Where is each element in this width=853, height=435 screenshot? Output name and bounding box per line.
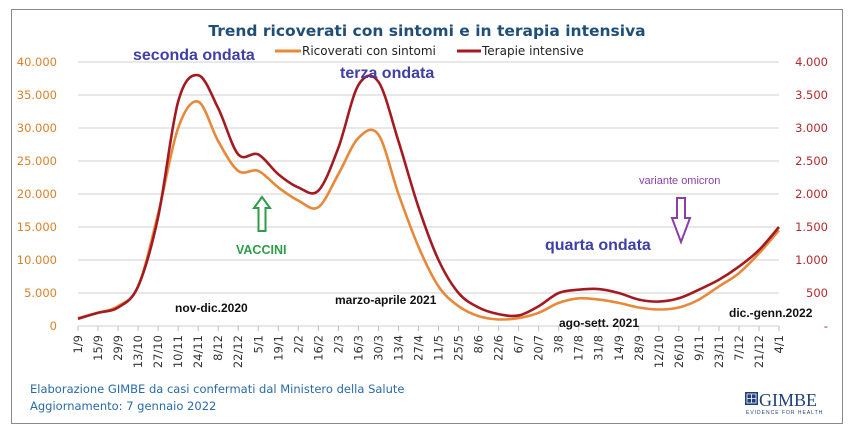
- x-tick-label: 31/8: [592, 335, 606, 361]
- y-right-tick-label: 1.000: [795, 253, 828, 267]
- x-tick-label: 19/1: [271, 335, 285, 361]
- gimbe-logo-grid: [746, 393, 757, 404]
- annotation-terza-ondata: terza ondata: [340, 65, 434, 82]
- legend: Ricoverati con sintomi Terapie intensive: [275, 44, 584, 58]
- x-tick-label: 8/12: [211, 335, 225, 361]
- series-line-terapie-intensive: [77, 73, 780, 320]
- x-tick-label: 13/4: [391, 335, 405, 361]
- x-tick-label: 29/9: [111, 335, 125, 361]
- x-tick-label: 24/11: [191, 335, 205, 368]
- x-tick-label: 25/5: [452, 335, 466, 361]
- y-right-tick-label: 4.000: [795, 55, 828, 69]
- y-axis-right: - 500 1.000 1.500 2.000 2.500 3.000 3.500 4.000: [795, 55, 828, 333]
- y-right-tick-label: -: [824, 319, 828, 333]
- legend-label-ricoverati: Ricoverati con sintomi: [302, 44, 436, 58]
- x-tick-label: 22/12: [231, 335, 245, 368]
- x-tick-label: 10/11: [171, 335, 185, 368]
- y-left-tick-label: 30.000: [17, 121, 57, 135]
- y-right-tick-label: 1.500: [795, 220, 828, 234]
- x-tick-label: 28/9: [632, 335, 646, 361]
- arrow-up-icon: [252, 195, 272, 232]
- x-tick-label: 8/6: [472, 335, 486, 354]
- footer-updated: Aggiornamento: 7 gennaio 2022: [30, 399, 216, 413]
- annotation-quarta-ondata: quarta ondata: [545, 237, 651, 254]
- y-left-tick-label: 0: [50, 319, 57, 333]
- x-tick-label: 11/5: [432, 335, 446, 361]
- y-right-tick-label: 2.500: [795, 154, 828, 168]
- x-tick-label: 27/10: [151, 335, 165, 368]
- gimbe-logo-tagline: EVIDENCE FOR HEALTH: [746, 410, 823, 416]
- annotations: seconda ondata terza ondata quarta ondat…: [133, 47, 813, 330]
- x-tick-label: 15/9: [91, 335, 105, 361]
- annotation-dic-genn-2022: dic.-genn.2022: [729, 306, 813, 320]
- legend-label-terapie: Terapie intensive: [481, 44, 584, 58]
- x-tick-label: 3/8: [552, 335, 566, 354]
- gimbe-logo-text: GIMBE: [759, 390, 817, 410]
- x-tick-label: 22/6: [492, 335, 506, 361]
- arrow-down-icon: [670, 197, 692, 245]
- x-tick-label: 14/9: [612, 335, 626, 361]
- x-axis: 1/9 15/9 29/9 13/10 27/10 10/11 24/11 8/12 22/12…: [71, 326, 786, 368]
- x-tick-label: 26/10: [672, 335, 686, 368]
- x-tick-label: 1/9: [71, 335, 85, 354]
- x-tick-label: 6/7: [512, 335, 526, 354]
- series-lines: [77, 73, 780, 321]
- y-right-tick-label: 2.000: [795, 187, 828, 201]
- gimbe-logo: GIMBE EVIDENCE FOR HEALTH: [745, 390, 823, 416]
- y-left-tick-label: 20.000: [17, 187, 57, 201]
- x-tick-label: 16/3: [351, 335, 365, 361]
- y-left-tick-label: 15.000: [17, 220, 57, 234]
- x-tick-label: 17/8: [572, 335, 586, 361]
- x-tick-label: 12/10: [652, 335, 666, 368]
- annotation-vaccini: VACCINI: [236, 243, 286, 257]
- y-left-tick-label: 5.000: [24, 286, 57, 300]
- x-tick-label: 4/1: [772, 335, 786, 354]
- x-tick-label: 27/4: [411, 335, 425, 361]
- x-tick-label: 2/2: [291, 335, 305, 354]
- x-tick-label: 16/2: [311, 335, 325, 361]
- y-right-tick-label: 3.500: [795, 88, 828, 102]
- y-left-tick-label: 40.000: [17, 55, 57, 69]
- chart-frame: [11, 9, 843, 424]
- series-line-ricoverati: [77, 100, 780, 321]
- y-axis-left: 0 5.000 10.000 15.000 20.000 25.000 30.000 35.0…: [17, 55, 57, 333]
- gridlines: [78, 61, 779, 327]
- footer-source: Elaborazione GIMBE da casi confermati da…: [30, 382, 405, 396]
- x-tick-label: 21/12: [752, 335, 766, 368]
- y-right-tick-label: 3.000: [795, 121, 828, 135]
- annotation-variante-omicron: variante omicron: [639, 175, 720, 187]
- annotation-marzo-aprile-2021: marzo-aprile 2021: [335, 293, 437, 307]
- chart-title: Trend ricoverati con sintomi e in terapi…: [208, 22, 645, 40]
- annotation-ago-sett-2021: ago-sett. 2021: [559, 316, 639, 330]
- x-tick-label: 7/12: [732, 335, 746, 361]
- x-tick-label: 2/3: [331, 335, 345, 354]
- y-left-tick-label: 35.000: [17, 88, 57, 102]
- x-tick-label: 9/11: [692, 335, 706, 361]
- annotation-nov-dic-2020: nov-dic.2020: [175, 301, 248, 315]
- x-tick-label: 5/1: [251, 335, 265, 354]
- annotation-seconda-ondata: seconda ondata: [133, 47, 255, 64]
- y-right-tick-label: 500: [806, 286, 828, 300]
- x-tick-label: 20/7: [532, 335, 546, 361]
- y-left-tick-label: 25.000: [17, 154, 57, 168]
- x-tick-label: 13/10: [131, 335, 145, 368]
- x-tick-label: 30/3: [371, 335, 385, 361]
- x-tick-label: 23/11: [712, 335, 726, 368]
- y-left-tick-label: 10.000: [17, 253, 57, 267]
